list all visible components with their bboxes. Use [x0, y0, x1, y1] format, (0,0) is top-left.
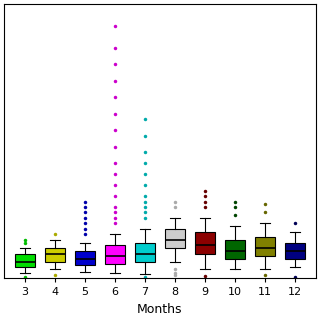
PathPatch shape: [255, 236, 275, 256]
PathPatch shape: [45, 248, 65, 262]
PathPatch shape: [75, 251, 95, 265]
PathPatch shape: [225, 240, 245, 259]
X-axis label: Months: Months: [137, 303, 183, 316]
PathPatch shape: [15, 254, 35, 267]
PathPatch shape: [165, 229, 185, 248]
PathPatch shape: [285, 243, 305, 259]
PathPatch shape: [105, 245, 125, 264]
PathPatch shape: [135, 243, 155, 262]
PathPatch shape: [195, 232, 215, 254]
